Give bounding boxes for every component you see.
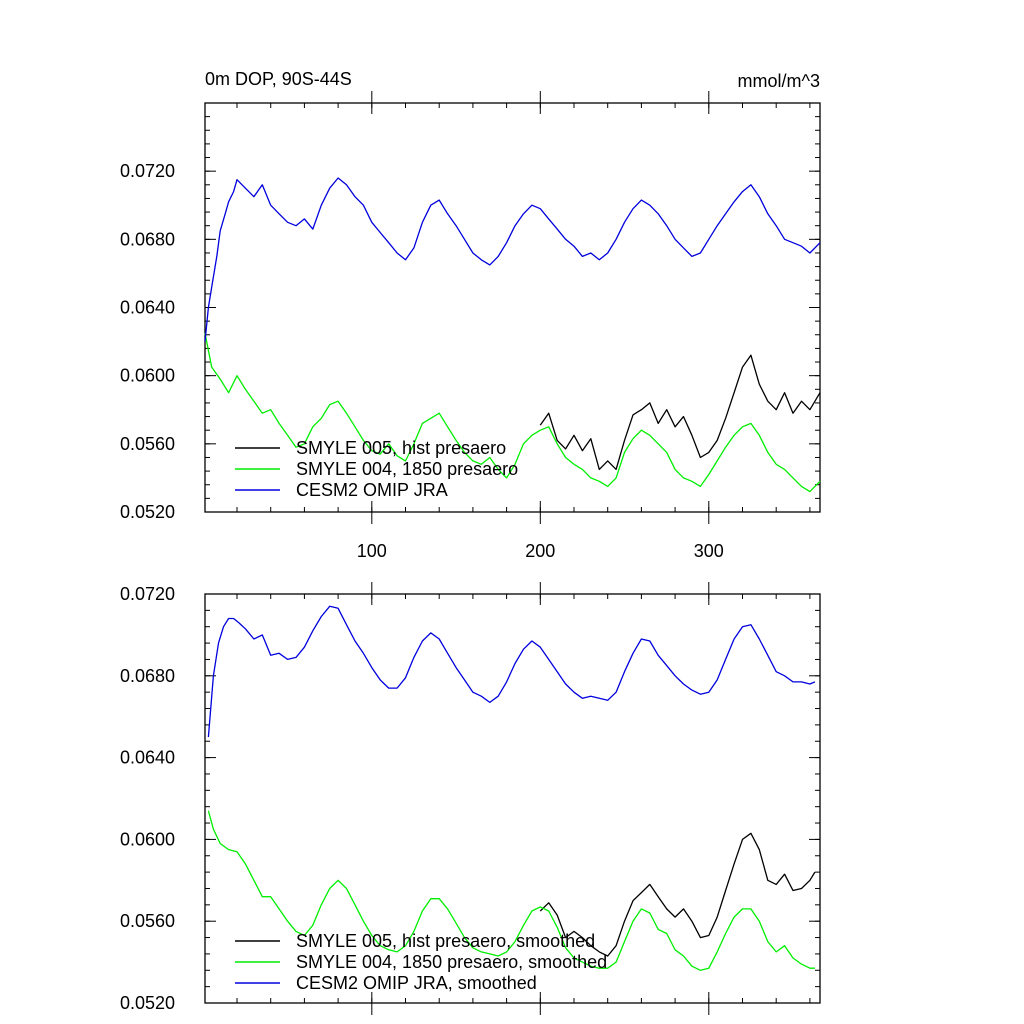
series-line-2 [204, 332, 821, 493]
series-line-2 [207, 810, 815, 971]
series-line-3 [207, 605, 816, 738]
bottom-panel: 0.0520 0.0560 0.0600 0.0640 0.0680 0.0720 SMYL… [120, 582, 821, 1015]
y-tick-label: 0.0600 [120, 829, 175, 849]
y-tick-label: 0.0680 [120, 229, 175, 249]
series-line-1 [539, 354, 821, 471]
legend-label: SMYLE 005, hist presaero [296, 438, 506, 458]
y-tick-label: 0.0720 [120, 584, 175, 604]
y-tick-label: 0.0720 [120, 161, 175, 181]
legend-label: CESM2 OMIP JRA [296, 480, 448, 500]
y-tick-label: 0.0600 [120, 366, 175, 386]
series-line-1 [539, 832, 816, 957]
legend-label: SMYLE 004, 1850 presaero [296, 459, 518, 479]
x-tick-label: 300 [694, 541, 724, 561]
y-tick-label: 0.0520 [120, 993, 175, 1013]
legend-label: SMYLE 005, hist presaero, smoothed [296, 931, 595, 951]
y-tick-label: 0.0640 [120, 298, 175, 318]
legend-label: CESM2 OMIP JRA, smoothed [296, 973, 537, 993]
title-right: mmol/m^3 [738, 71, 820, 91]
bottom-plot-frame [204, 593, 821, 1004]
y-tick-label: 0.0520 [120, 502, 175, 522]
top-panel: 0m DOP, 90S-44S mmol/m^3 0.0520 0.0560 0.0… [120, 69, 821, 561]
x-tick-label: 200 [525, 541, 555, 561]
title-left: 0m DOP, 90S-44S [205, 69, 352, 89]
y-tick-label: 0.0680 [120, 666, 175, 686]
y-tick-label: 0.0560 [120, 434, 175, 454]
y-tick-label: 0.0640 [120, 748, 175, 768]
series-line-3 [204, 177, 821, 342]
y-tick-label: 0.0560 [120, 911, 175, 931]
x-tick-label: 100 [357, 541, 387, 561]
legend-label: SMYLE 004, 1850 presaero, smoothed [296, 952, 607, 972]
